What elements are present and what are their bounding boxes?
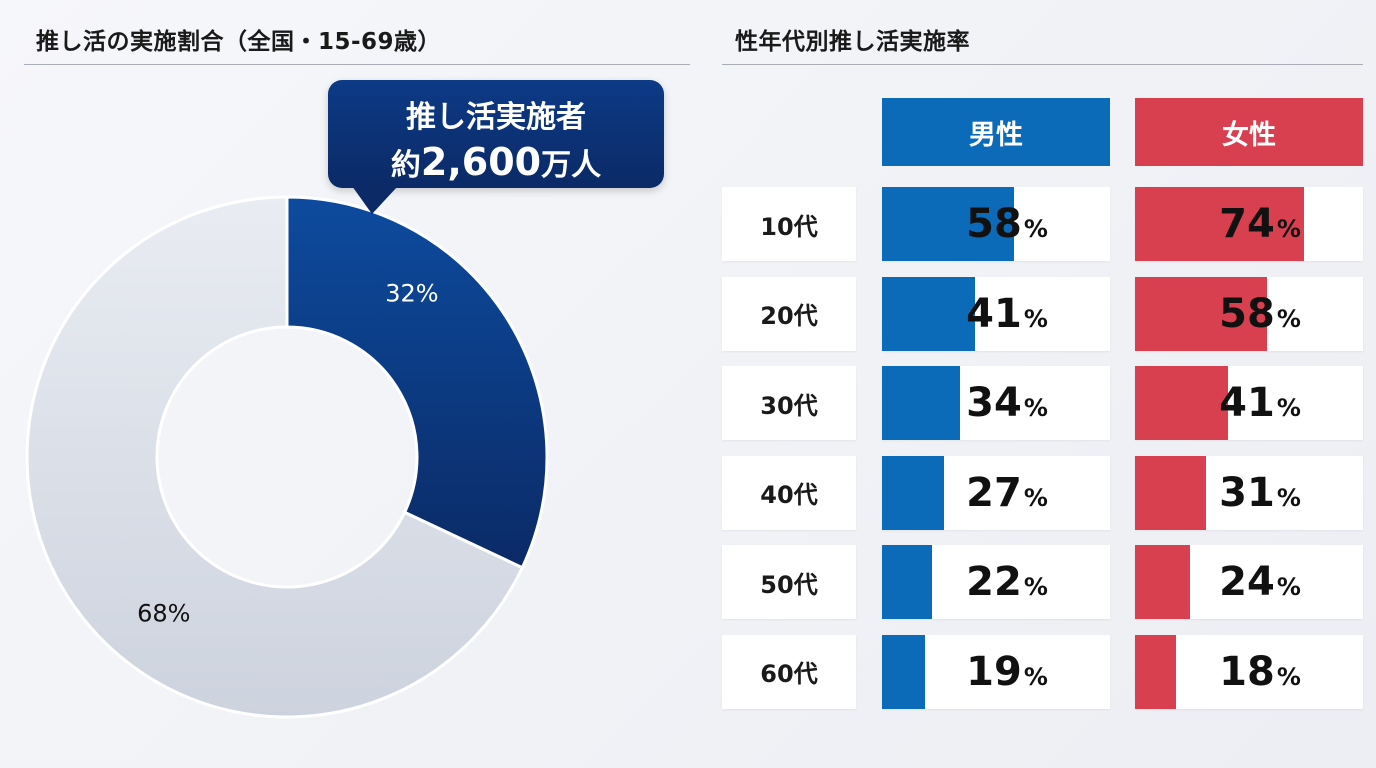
female-bar	[1135, 455, 1206, 530]
donut-slice-2	[25, 195, 525, 719]
male-value-label: 19%	[966, 648, 1048, 695]
male-bar-cell: 22%	[882, 545, 1110, 619]
donut-chart-title: 推し活の実施割合（全国・15-69歳）	[36, 29, 442, 55]
bar-row: 40代 27% 31%	[0, 455, 1376, 530]
male-bar	[882, 187, 1015, 261]
female-value-label: 74%	[1219, 201, 1301, 247]
male-bar-cell: 58%	[882, 187, 1110, 261]
age-label: 30代	[722, 366, 856, 440]
callout-number: 2,600	[420, 140, 542, 184]
female-bar	[1135, 366, 1229, 440]
male-bar	[882, 455, 944, 530]
female-bar-cell: 24%	[1135, 545, 1363, 619]
donut-slice-1	[285, 195, 549, 570]
male-value-label: 34%	[966, 380, 1048, 426]
age-label: 50代	[722, 545, 856, 619]
age-label: 40代	[722, 455, 856, 530]
female-value-label: 41%	[1219, 380, 1301, 426]
male-bar	[882, 276, 976, 351]
callout-prefix: 約	[390, 148, 421, 183]
age-label: 60代	[722, 634, 856, 709]
bar-row: 50代 22% 24%	[0, 545, 1376, 619]
female-value-label: 18%	[1219, 648, 1301, 695]
female-bar	[1135, 634, 1177, 709]
female-value-label: 31%	[1219, 469, 1301, 516]
bar-chart-title: 性年代別推し活実施率	[735, 29, 970, 55]
left-title-divider	[24, 64, 690, 65]
male-value-label: 22%	[966, 559, 1048, 605]
female-value-label: 24%	[1219, 559, 1301, 605]
female-bar	[1135, 545, 1190, 619]
female-bar	[1135, 276, 1268, 351]
male-value-label: 27%	[966, 469, 1048, 516]
male-bar	[882, 366, 960, 440]
donut-chart: 32% 68%	[25, 195, 549, 719]
female-bar-cell: 18%	[1135, 634, 1363, 709]
female-bar	[1135, 187, 1304, 261]
age-label: 10代	[722, 187, 856, 261]
bar-row: 30代 34% 41%	[0, 366, 1376, 440]
callout-pointer	[352, 186, 398, 214]
female-value-label: 58%	[1219, 290, 1301, 337]
callout-box: 推し活実施者 約2,600万人	[328, 80, 664, 188]
male-value-label: 41%	[966, 290, 1048, 337]
callout-value: 約2,600万人	[328, 140, 664, 184]
male-value-label: 58%	[966, 201, 1048, 247]
male-bar-cell: 19%	[882, 634, 1110, 709]
callout-label: 推し活実施者	[406, 100, 586, 135]
male-bar	[882, 634, 926, 709]
bar-row: 10代 58% 74%	[0, 187, 1376, 261]
bar-row: 20代 41% 58%	[0, 276, 1376, 351]
male-column-header: 男性	[882, 98, 1110, 166]
bar-row: 60代 19% 18%	[0, 634, 1376, 709]
female-bar-cell: 41%	[1135, 366, 1363, 440]
female-bar-cell: 58%	[1135, 276, 1363, 351]
female-bar-cell: 74%	[1135, 187, 1363, 261]
male-bar-cell: 41%	[882, 276, 1110, 351]
callout-suffix: 万人	[541, 148, 602, 183]
age-label: 20代	[722, 276, 856, 351]
right-title-divider	[722, 64, 1363, 65]
male-bar	[882, 545, 933, 619]
male-bar-cell: 27%	[882, 455, 1110, 530]
donut-label-2: 68%	[137, 600, 190, 628]
female-bar-cell: 31%	[1135, 455, 1363, 530]
female-column-header: 女性	[1135, 98, 1363, 166]
donut-label-1: 32%	[385, 279, 438, 307]
male-bar-cell: 34%	[882, 366, 1110, 440]
